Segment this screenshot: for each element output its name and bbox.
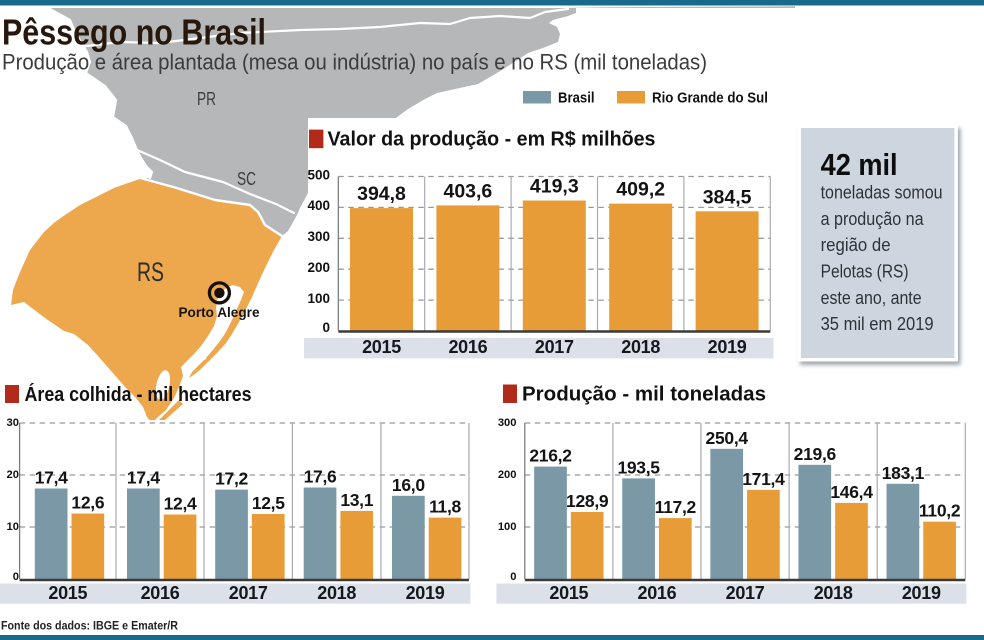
svg-text:2017: 2017 xyxy=(726,583,765,603)
svg-text:183,1: 183,1 xyxy=(882,463,925,483)
svg-text:2016: 2016 xyxy=(448,337,487,357)
svg-text:250,4: 250,4 xyxy=(706,428,749,448)
svg-text:193,5: 193,5 xyxy=(617,457,660,477)
svg-text:região de: região de xyxy=(821,235,891,255)
svg-text:216,2: 216,2 xyxy=(529,446,572,466)
svg-text:17,6: 17,6 xyxy=(304,467,337,487)
svg-text:11,8: 11,8 xyxy=(429,497,461,517)
svg-text:este ano, ante: este ano, ante xyxy=(821,288,922,308)
svg-text:20: 20 xyxy=(7,469,19,481)
svg-text:17,4: 17,4 xyxy=(35,468,68,488)
svg-text:Valor da produção - em R$ milh: Valor da produção - em R$ milhões xyxy=(328,129,656,151)
svg-text:128,9: 128,9 xyxy=(566,491,609,511)
svg-text:12,6: 12,6 xyxy=(71,493,104,513)
svg-text:2016: 2016 xyxy=(141,583,180,603)
svg-text:0: 0 xyxy=(510,571,516,583)
svg-text:200: 200 xyxy=(307,260,330,275)
svg-text:0: 0 xyxy=(322,320,330,335)
svg-text:12,5: 12,5 xyxy=(252,493,285,513)
svg-text:13,1: 13,1 xyxy=(340,490,373,510)
svg-text:500: 500 xyxy=(307,167,330,182)
svg-text:171,4: 171,4 xyxy=(742,469,785,489)
svg-text:17,2: 17,2 xyxy=(215,469,248,489)
svg-text:SC: SC xyxy=(237,169,256,189)
svg-text:2018: 2018 xyxy=(621,337,660,357)
svg-text:a produção na: a produção na xyxy=(821,209,925,229)
svg-text:Produção e área plantada (mesa: Produção e área plantada (mesa ou indúst… xyxy=(2,49,707,74)
svg-text:2015: 2015 xyxy=(362,337,401,357)
svg-text:384,5: 384,5 xyxy=(703,186,752,208)
svg-text:146,4: 146,4 xyxy=(830,482,873,502)
svg-text:2015: 2015 xyxy=(549,583,588,603)
svg-text:17,4: 17,4 xyxy=(127,468,160,488)
svg-text:117,2: 117,2 xyxy=(655,497,697,517)
svg-text:Porto Alegre: Porto Alegre xyxy=(179,305,260,320)
svg-text:394,8: 394,8 xyxy=(357,183,406,205)
svg-text:10: 10 xyxy=(7,521,19,533)
svg-text:2017: 2017 xyxy=(535,337,574,357)
svg-text:12,4: 12,4 xyxy=(164,494,197,514)
svg-text:403,6: 403,6 xyxy=(443,180,492,202)
svg-text:2015: 2015 xyxy=(48,583,87,603)
svg-text:100: 100 xyxy=(498,521,517,533)
svg-text:0: 0 xyxy=(13,571,19,583)
svg-text:200: 200 xyxy=(498,469,517,481)
svg-text:RS: RS xyxy=(137,257,164,287)
svg-text:100: 100 xyxy=(307,291,330,306)
svg-text:Pêssego no Brasil: Pêssego no Brasil xyxy=(2,12,266,53)
svg-text:42 mil: 42 mil xyxy=(821,148,898,182)
svg-text:35 mil em 2019: 35 mil em 2019 xyxy=(821,314,934,334)
svg-text:400: 400 xyxy=(307,198,330,213)
svg-text:16,0: 16,0 xyxy=(392,475,425,495)
svg-text:2016: 2016 xyxy=(638,583,677,603)
svg-text:2017: 2017 xyxy=(229,583,268,603)
svg-text:2019: 2019 xyxy=(708,337,747,357)
svg-text:2019: 2019 xyxy=(902,583,941,603)
svg-text:Produção - mil toneladas: Produção - mil toneladas xyxy=(522,384,766,406)
svg-text:PR: PR xyxy=(197,89,216,109)
svg-text:2019: 2019 xyxy=(406,583,445,603)
svg-text:Fonte dos dados: IBGE e Emater: Fonte dos dados: IBGE e Emater/R xyxy=(1,621,179,633)
svg-text:2018: 2018 xyxy=(317,583,356,603)
svg-text:Pelotas (RS): Pelotas (RS) xyxy=(821,262,909,282)
svg-text:Brasil: Brasil xyxy=(558,91,595,107)
svg-text:Área colhida - mil hectares: Área colhida - mil hectares xyxy=(25,383,252,406)
svg-text:Rio Grande do Sul: Rio Grande do Sul xyxy=(652,91,768,107)
svg-text:2018: 2018 xyxy=(814,583,853,603)
svg-text:300: 300 xyxy=(498,417,517,429)
svg-text:30: 30 xyxy=(7,417,19,429)
svg-text:409,2: 409,2 xyxy=(616,179,665,201)
svg-text:419,3: 419,3 xyxy=(530,176,579,198)
svg-text:toneladas somou: toneladas somou xyxy=(821,183,943,203)
svg-text:110,2: 110,2 xyxy=(919,501,961,521)
svg-text:219,6: 219,6 xyxy=(794,444,837,464)
svg-text:300: 300 xyxy=(307,229,330,244)
